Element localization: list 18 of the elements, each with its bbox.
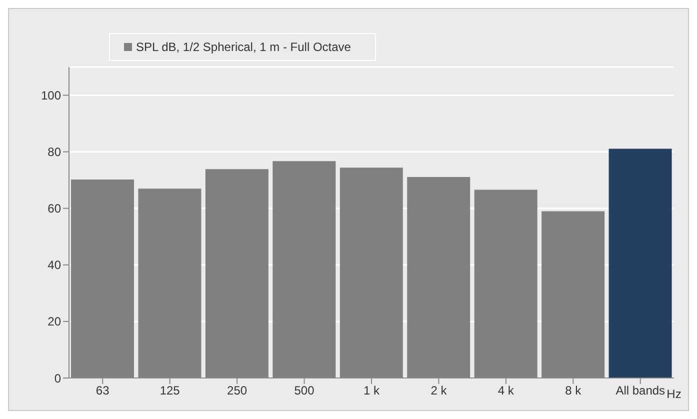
x-tick-label: 500 xyxy=(294,384,315,398)
x-tick-label: All bands xyxy=(616,384,666,398)
y-tick-label: 60 xyxy=(48,202,62,216)
y-tick-label: 80 xyxy=(48,145,62,160)
x-tick-label: 250 xyxy=(227,384,248,398)
y-tick-label: 0 xyxy=(54,371,62,386)
x-tick-label: 4 k xyxy=(498,384,515,398)
x-tick-label: 63 xyxy=(96,384,110,398)
x-tick-label: 1 k xyxy=(363,384,380,398)
y-tick-label: 100 xyxy=(40,88,62,103)
x-axis-title: Hz xyxy=(666,387,682,401)
bar xyxy=(608,148,672,378)
x-tick-label: 8 k xyxy=(565,384,582,398)
legend-label: SPL dB, 1/2 Spherical, 1 m - Full Octave xyxy=(136,40,351,54)
x-tick-label: 125 xyxy=(160,384,180,398)
x-tick-label: 2 k xyxy=(430,384,448,398)
y-tick-label: 20 xyxy=(48,314,62,329)
y-tick-label: 40 xyxy=(48,258,62,272)
